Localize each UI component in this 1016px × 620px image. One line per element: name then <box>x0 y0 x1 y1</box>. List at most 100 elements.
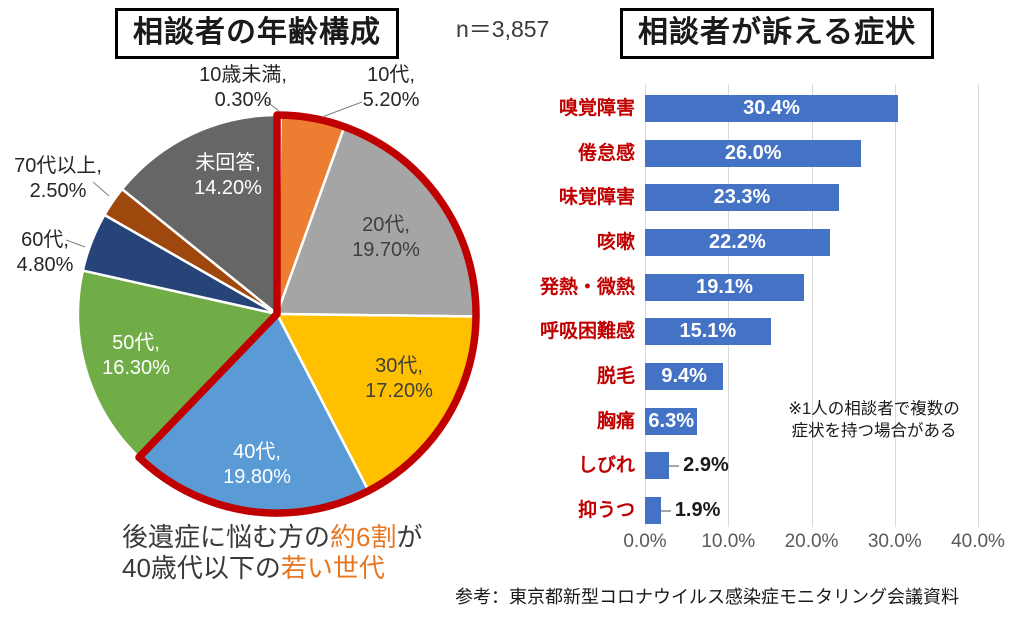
annotation-accent-text: 約6割 <box>330 522 397 552</box>
x-tick-label: 0.0% <box>623 531 667 552</box>
bar-chart-title: 相談者が訴える症状 <box>620 8 935 59</box>
pie-label-value: 14.20% <box>194 177 262 199</box>
bar: 26.0% <box>645 139 862 167</box>
annotation-text: 40歳代以下の <box>122 553 281 583</box>
bar: 19.1% <box>645 273 804 301</box>
bar-category-label: 嗅覚障害 <box>558 98 635 119</box>
bar: 9.4% <box>645 363 724 391</box>
bar-row-しびれ: しびれ 2.9% <box>520 452 1016 480</box>
pie-label-value: 4.80% <box>16 254 74 276</box>
bar-chart: 嗅覚障害 30.4% 倦怠感 26.0% 味覚障害 23.3% 咳嗽 22.2% 発熱・微熱 19… <box>520 84 1016 584</box>
bar-value-label: 30.4% <box>743 97 800 119</box>
pie-label-name: 70代以上, <box>14 155 102 177</box>
bar-grid <box>645 84 979 527</box>
bar <box>645 497 661 525</box>
bar-row-脱毛: 脱毛 9.4% <box>520 363 1016 391</box>
pie-label-leader <box>92 181 110 197</box>
pie-label-leader <box>321 101 363 118</box>
bar-value-label: 9.4% <box>661 365 707 388</box>
bar: 23.3% <box>645 184 839 212</box>
pie-label-value: 0.30% <box>214 89 272 111</box>
x-tick-label: 10.0% <box>701 531 756 552</box>
pie-label-name: 40代, <box>233 441 281 463</box>
sample-size-label: n＝3,857 <box>456 16 550 42</box>
gridline <box>645 84 646 527</box>
pie-label-leader <box>65 239 86 248</box>
bar-row-味覚障害: 味覚障害 23.3% <box>520 184 1016 212</box>
pie-slice-未回答 <box>120 113 279 316</box>
annotation-accent-text: 若い世代 <box>280 553 385 583</box>
pie-annotation-line2: 40歳代以下の若い世代 <box>122 553 423 584</box>
bar-note-line2: 症状を持つ場合がある <box>791 422 957 440</box>
bar-value-label: 19.1% <box>696 275 753 298</box>
pie-label-value: 2.50% <box>29 180 87 202</box>
bar-category-label: しびれ <box>577 455 635 477</box>
pie-highlight-outline <box>135 111 480 517</box>
bar-note-line1: ※1人の相談者で複数の <box>788 400 960 418</box>
bar-category-label: 咳嗽 <box>596 232 635 253</box>
bar: 22.2% <box>645 229 830 256</box>
bar-category-label: 呼吸困難感 <box>539 321 635 343</box>
pie-label-value: 19.80% <box>223 466 291 488</box>
gridline <box>894 84 896 527</box>
pie-label-name: 10代, <box>367 64 415 86</box>
pie-svg <box>65 100 480 517</box>
bar-row-抑うつ: 抑うつ 1.9% <box>520 497 1016 525</box>
bar-value-label: 6.3% <box>648 409 695 432</box>
pie-label-70代以上: 70代以上, 2.50% <box>14 154 102 204</box>
pie-label-50代: 50代, 16.30% <box>102 331 170 381</box>
bar-value-label: 1.9% <box>674 499 721 522</box>
gridline <box>728 84 730 527</box>
pie-label-name: 10歳未満, <box>199 64 287 86</box>
pie-label-value: 17.20% <box>365 380 433 402</box>
pie-label-10代: 10代, 5.20% <box>363 63 420 113</box>
pie-label-value: 5.20% <box>362 89 420 111</box>
bar-label-leader <box>660 510 671 513</box>
bar-label-leader <box>669 465 680 468</box>
bar-category-label: 胸痛 <box>596 410 635 432</box>
gridline <box>811 84 813 527</box>
bar: 30.4% <box>645 95 899 122</box>
bar-value-label: 15.1% <box>679 320 737 343</box>
bar-row-倦怠感: 倦怠感 26.0% <box>520 139 1016 167</box>
source-reference: 参考：東京都新型コロナウイルス感染症モニタリング会議資料 <box>455 587 959 607</box>
pie-label-leader <box>265 100 280 112</box>
bar-row-嗅覚障害: 嗅覚障害 30.4% <box>520 95 1016 122</box>
pie-slice-50代 <box>76 269 279 459</box>
pie-label-value: 16.30% <box>102 357 170 379</box>
bar-row-呼吸困難感: 呼吸困難感 15.1% <box>520 318 1016 346</box>
pie-label-name: 30代, <box>375 355 423 377</box>
bar-category-label: 脱毛 <box>596 366 635 388</box>
annotation-text: 後遺症に悩む方の <box>122 522 331 552</box>
bar: 15.1% <box>645 318 771 346</box>
pie-label-60代: 60代, 4.80% <box>17 228 74 278</box>
bar-value-label: 23.3% <box>713 186 771 209</box>
pie-label-40代: 40代, 19.80% <box>223 440 291 490</box>
pie-label-name: 未回答, <box>195 152 261 174</box>
bar-row-胸痛: 胸痛 6.3% <box>520 407 1016 435</box>
bar-category-label: 抑うつ <box>577 500 635 522</box>
bar-category-label: 発熱・微熱 <box>539 276 635 298</box>
bar-category-label: 倦怠感 <box>577 142 635 164</box>
pie-chart: 10歳未満, 0.30% 10代, 5.20% 20代, 19.70% 30代, 17.20%… <box>0 60 512 530</box>
pie-annotation-line1: 後遺症に悩む方の約6割が <box>122 522 423 553</box>
annotation-text: が <box>396 522 423 552</box>
bar-value-label: 26.0% <box>724 141 782 164</box>
bar: 6.3% <box>645 407 698 435</box>
pie-label-name: 20代, <box>362 214 410 236</box>
bar <box>645 452 670 480</box>
x-tick-label: 30.0% <box>867 531 922 552</box>
pie-label-name: 60代, <box>21 229 69 251</box>
bar-row-発熱・微熱: 発熱・微熱 19.1% <box>520 273 1016 301</box>
pie-chart-title: 相談者の年齢構成 <box>115 8 399 59</box>
x-tick-label: 20.0% <box>784 531 839 552</box>
bar-chart-note: ※1人の相談者で複数の 症状を持つ場合がある <box>746 398 1002 442</box>
bar-category-label: 味覚障害 <box>558 187 635 209</box>
pie-label-未回答: 未回答, 14.20% <box>194 151 262 201</box>
bar-value-label: 2.9% <box>683 454 729 477</box>
pie-label-20代: 20代, 19.70% <box>352 213 420 263</box>
gridline <box>978 84 979 527</box>
pie-label-10歳未満: 10歳未満, 0.30% <box>199 63 287 113</box>
pie-label-value: 19.70% <box>352 239 420 261</box>
